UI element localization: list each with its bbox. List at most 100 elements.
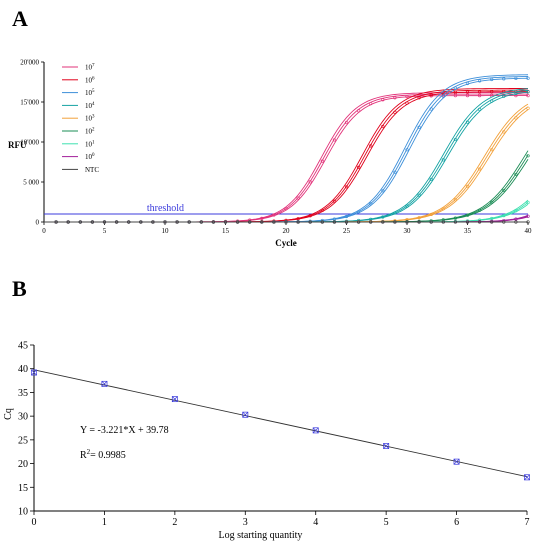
series-point xyxy=(417,125,421,129)
series-point xyxy=(526,154,530,158)
series-point xyxy=(344,214,349,219)
series-point xyxy=(151,220,155,224)
series-point xyxy=(199,220,203,224)
x-tick-label: 3 xyxy=(243,517,248,528)
x-tick-label: 20 xyxy=(283,227,291,235)
series-point xyxy=(296,220,300,224)
data-point xyxy=(171,396,178,403)
data-point xyxy=(524,474,530,481)
series-point xyxy=(478,94,482,98)
series-point xyxy=(453,90,458,95)
series-point xyxy=(102,220,107,224)
series-point xyxy=(453,86,458,90)
data-point xyxy=(453,458,460,465)
legend-exponent: 7 xyxy=(92,64,95,69)
data-point-box xyxy=(31,369,37,376)
series-point xyxy=(502,130,506,134)
series-point xyxy=(502,214,506,218)
series-point xyxy=(139,220,143,224)
series-point xyxy=(490,220,494,224)
series-point xyxy=(393,211,397,215)
legend-exponent: 2 xyxy=(92,128,95,133)
x-tick-label: 40 xyxy=(525,227,533,235)
series-point xyxy=(211,220,215,224)
y-tick-label: 10 xyxy=(18,507,28,518)
x-tick-label: 35 xyxy=(464,227,472,235)
series-point xyxy=(344,220,349,224)
legend-entry: 100 xyxy=(85,153,95,161)
series-point xyxy=(405,148,409,152)
series-line xyxy=(44,154,529,223)
series-point xyxy=(429,177,433,181)
series-point xyxy=(272,213,276,217)
r-squared-value: = 0.9985 xyxy=(90,450,126,461)
series-point xyxy=(393,110,397,114)
x-axis-title: Log starting quantity xyxy=(219,530,303,541)
series-point xyxy=(478,220,482,224)
x-tick-label: 6 xyxy=(454,517,459,528)
series-point xyxy=(187,220,191,224)
series-point xyxy=(502,188,506,193)
series-point xyxy=(357,220,361,224)
series-point xyxy=(453,198,458,202)
x-tick-label: 2 xyxy=(172,517,177,528)
series-point xyxy=(465,184,470,188)
series-point xyxy=(54,220,58,224)
x-tick-label: 5 xyxy=(103,227,107,235)
legend-entry: 107 xyxy=(85,64,95,72)
data-point-box xyxy=(383,443,390,449)
series-line xyxy=(44,103,529,223)
series-point xyxy=(260,220,264,224)
data-point-box xyxy=(524,474,530,481)
series-point xyxy=(344,185,349,189)
series-point xyxy=(381,124,385,129)
data-point-cross xyxy=(101,381,108,387)
series-point xyxy=(393,96,397,100)
x-tick-label: 10 xyxy=(162,227,170,235)
series-point xyxy=(490,148,494,152)
series-line xyxy=(44,89,529,223)
fit-line xyxy=(33,369,528,478)
series-point xyxy=(296,196,300,200)
series-point xyxy=(478,79,482,83)
y-tick-label: 45 xyxy=(18,341,28,352)
data-point-cross xyxy=(524,474,530,481)
series-point xyxy=(502,220,506,224)
series-point xyxy=(514,220,518,224)
series-point xyxy=(381,220,385,224)
series-point xyxy=(357,210,361,214)
series-point xyxy=(260,216,264,220)
series-point xyxy=(320,208,324,213)
legend-entry: 104 xyxy=(85,102,95,110)
x-tick-label: 25 xyxy=(343,227,351,235)
x-tick-label: 4 xyxy=(313,517,318,528)
series-point xyxy=(272,220,276,224)
series-point xyxy=(514,91,518,95)
series-line xyxy=(44,158,529,223)
series-line xyxy=(44,91,528,223)
data-point-cross xyxy=(383,443,389,449)
series-line xyxy=(44,106,529,223)
series-line xyxy=(44,91,529,223)
series-point xyxy=(478,107,482,111)
r-squared: R2= 0.9985 xyxy=(80,448,126,461)
series-point xyxy=(490,90,494,94)
series-point xyxy=(405,220,409,224)
legend-exponent: 3 xyxy=(92,115,95,120)
series-point xyxy=(405,204,409,208)
data-point-box xyxy=(101,380,108,387)
threshold-label: threshold xyxy=(147,203,184,214)
series-point xyxy=(502,94,506,98)
data-point-box xyxy=(453,458,460,465)
series-point xyxy=(66,220,70,224)
series-point xyxy=(526,106,530,110)
data-point-cross xyxy=(312,427,319,434)
legend-entry: NTC xyxy=(85,166,99,174)
legend-entry: 105 xyxy=(85,89,95,97)
series-point xyxy=(490,200,494,204)
data-point xyxy=(31,369,37,376)
series-point xyxy=(514,94,518,98)
series-point xyxy=(78,220,82,224)
